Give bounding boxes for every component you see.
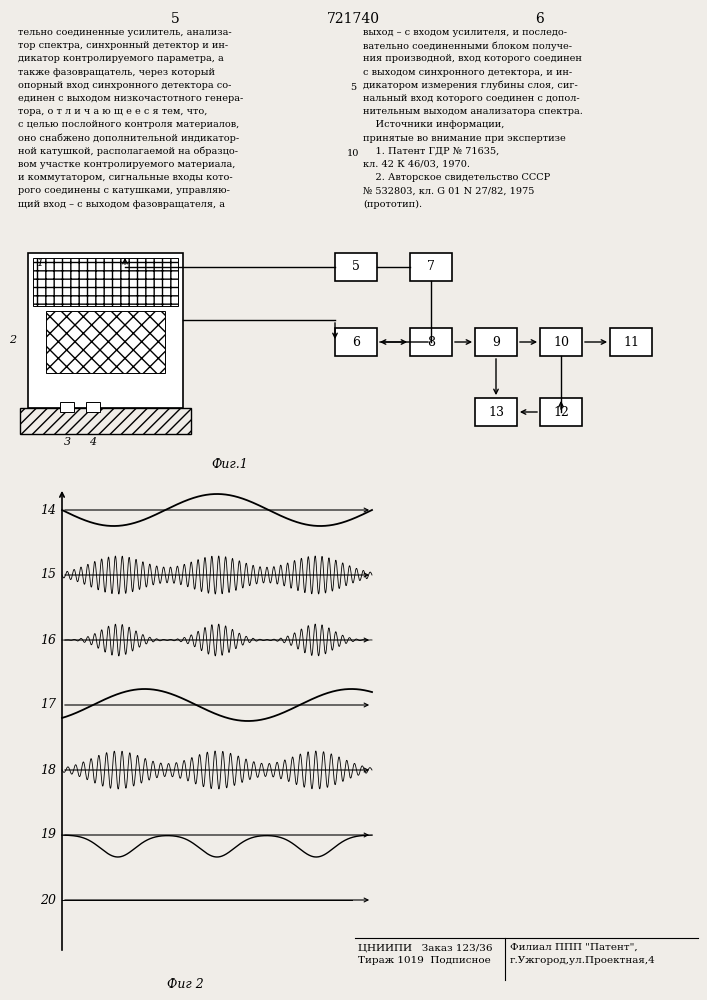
Text: Источники информации,: Источники информации, bbox=[363, 120, 504, 129]
Text: ЦНИИПИ   Заказ 123/36: ЦНИИПИ Заказ 123/36 bbox=[358, 943, 493, 952]
Text: тора, о т л и ч а ю щ е е с я тем, что,: тора, о т л и ч а ю щ е е с я тем, что, bbox=[18, 107, 207, 116]
Bar bbox=[475, 398, 517, 426]
Text: 5: 5 bbox=[350, 83, 356, 92]
Text: 10: 10 bbox=[553, 336, 569, 349]
Bar bbox=[33, 258, 178, 306]
Text: (прототип).: (прототип). bbox=[363, 200, 422, 209]
Text: тор спектра, синхронный детектор и ин-: тор спектра, синхронный детектор и ин- bbox=[18, 41, 228, 50]
Text: 4: 4 bbox=[90, 437, 97, 447]
Text: 2. Авторское свидетельство СССР: 2. Авторское свидетельство СССР bbox=[363, 173, 550, 182]
Text: Фиг.1: Фиг.1 bbox=[211, 458, 248, 471]
Bar bbox=[475, 328, 517, 356]
Bar bbox=[28, 253, 183, 408]
Text: 6: 6 bbox=[536, 12, 544, 26]
Bar bbox=[86, 402, 100, 412]
Text: 18: 18 bbox=[40, 764, 56, 776]
Text: дикатор контролируемого параметра, а: дикатор контролируемого параметра, а bbox=[18, 54, 223, 63]
Text: нительным выходом анализатора спектра.: нительным выходом анализатора спектра. bbox=[363, 107, 583, 116]
Text: с целью послойного контроля материалов,: с целью послойного контроля материалов, bbox=[18, 120, 239, 129]
Text: дикатором измерения глубины слоя, сиг-: дикатором измерения глубины слоя, сиг- bbox=[363, 81, 578, 90]
Text: рого соединены с катушками, управляю-: рого соединены с катушками, управляю- bbox=[18, 186, 230, 195]
Text: 1. Патент ГДР № 71635,: 1. Патент ГДР № 71635, bbox=[363, 147, 499, 156]
Text: 3: 3 bbox=[64, 437, 71, 447]
Text: щий вход – с выходом фазовращателя, а: щий вход – с выходом фазовращателя, а bbox=[18, 200, 225, 209]
Bar bbox=[20, 408, 191, 434]
Text: также фазовращатель, через который: также фазовращатель, через который bbox=[18, 68, 215, 77]
Text: с выходом синхронного детектора, и ин-: с выходом синхронного детектора, и ин- bbox=[363, 68, 572, 77]
Text: вом участке контролируемого материала,: вом участке контролируемого материала, bbox=[18, 160, 235, 169]
Text: 17: 17 bbox=[40, 698, 56, 712]
Text: 6: 6 bbox=[352, 336, 360, 349]
Text: 1: 1 bbox=[36, 258, 43, 268]
Text: оно снабжено дополнительной индикатор-: оно снабжено дополнительной индикатор- bbox=[18, 134, 239, 143]
Text: 12: 12 bbox=[553, 406, 569, 418]
Text: № 532803, кл. G 01 N 27/82, 1975: № 532803, кл. G 01 N 27/82, 1975 bbox=[363, 186, 534, 195]
Text: нальный вход которого соединен с допол-: нальный вход которого соединен с допол- bbox=[363, 94, 580, 103]
Text: кл. 42 К 46/03, 1970.: кл. 42 К 46/03, 1970. bbox=[363, 160, 470, 169]
Text: 5: 5 bbox=[170, 12, 180, 26]
Text: 10: 10 bbox=[347, 149, 359, 158]
Text: вательно соединенными блоком получе-: вательно соединенными блоком получе- bbox=[363, 41, 572, 51]
Text: 721740: 721740 bbox=[327, 12, 380, 26]
Text: 5: 5 bbox=[352, 260, 360, 273]
Text: 8: 8 bbox=[427, 336, 435, 349]
Text: принятые во внимание при экспертизе: принятые во внимание при экспертизе bbox=[363, 134, 566, 143]
Text: 11: 11 bbox=[623, 336, 639, 349]
Text: Филиал ППП "Патент",: Филиал ППП "Патент", bbox=[510, 943, 638, 952]
Bar bbox=[335, 253, 377, 281]
Text: тельно соединенные усилитель, анализа-: тельно соединенные усилитель, анализа- bbox=[18, 28, 232, 37]
Text: и коммутатором, сигнальные входы кото-: и коммутатором, сигнальные входы кото- bbox=[18, 173, 233, 182]
Text: г.Ужгород,ул.Проектная,4: г.Ужгород,ул.Проектная,4 bbox=[510, 956, 656, 965]
Text: выход – с входом усилителя, и последо-: выход – с входом усилителя, и последо- bbox=[363, 28, 567, 37]
Bar bbox=[410, 253, 452, 281]
Bar bbox=[335, 328, 377, 356]
Bar bbox=[46, 311, 165, 373]
Text: Фиг 2: Фиг 2 bbox=[167, 978, 204, 991]
Text: 15: 15 bbox=[40, 568, 56, 582]
Text: 7: 7 bbox=[427, 260, 435, 273]
Bar bbox=[540, 398, 582, 426]
Text: 2: 2 bbox=[9, 335, 16, 345]
Text: 19: 19 bbox=[40, 828, 56, 842]
Bar bbox=[60, 402, 74, 412]
Text: ния производной, вход которого соединен: ния производной, вход которого соединен bbox=[363, 54, 582, 63]
Text: опорный вход синхронного детектора со-: опорный вход синхронного детектора со- bbox=[18, 81, 231, 90]
Text: 9: 9 bbox=[492, 336, 500, 349]
Text: 20: 20 bbox=[40, 894, 56, 906]
Bar bbox=[410, 328, 452, 356]
Text: ной катушкой, располагаемой на образцо-: ной катушкой, располагаемой на образцо- bbox=[18, 147, 238, 156]
Text: Тираж 1019  Подписное: Тираж 1019 Подписное bbox=[358, 956, 491, 965]
Text: 14: 14 bbox=[40, 504, 56, 516]
Text: единен с выходом низкочастотного генера-: единен с выходом низкочастотного генера- bbox=[18, 94, 243, 103]
Text: 13: 13 bbox=[488, 406, 504, 418]
Bar bbox=[610, 328, 652, 356]
Text: 16: 16 bbox=[40, 634, 56, 647]
Bar bbox=[540, 328, 582, 356]
